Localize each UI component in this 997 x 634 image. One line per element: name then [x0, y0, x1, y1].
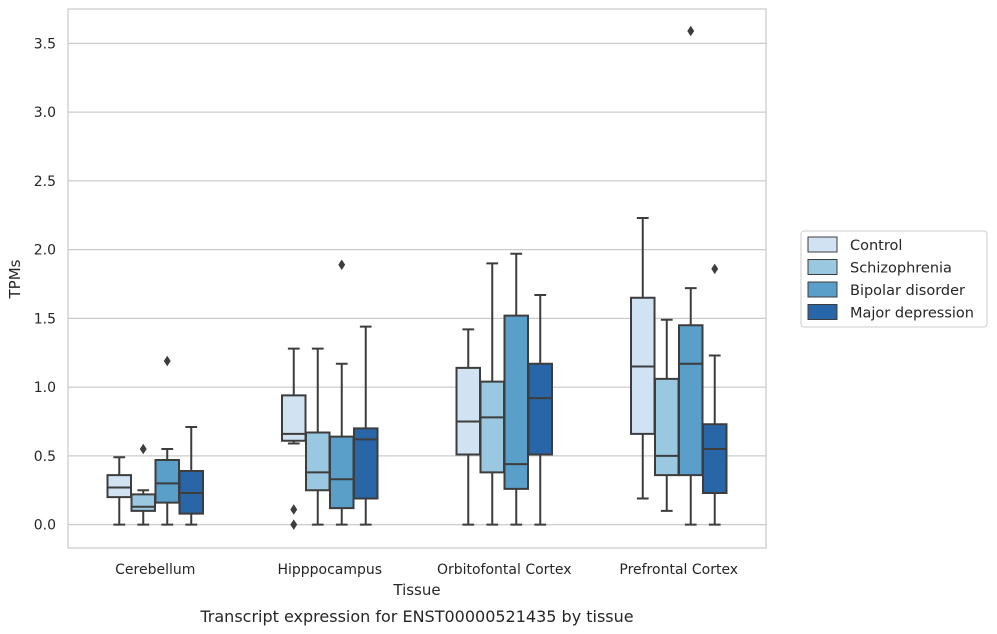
- gridlines: [68, 42, 766, 526]
- box-iqr: [281, 394, 307, 442]
- box-plot: [304, 347, 331, 526]
- outlier-point: [290, 519, 298, 530]
- legend-swatch: [807, 281, 838, 298]
- box-iqr: [455, 366, 482, 456]
- outlier-point: [139, 443, 147, 455]
- legend-frame: [800, 230, 988, 328]
- box-plot: [701, 263, 728, 526]
- y-tick-label: 1.5: [34, 311, 56, 327]
- box-plot: [178, 426, 204, 526]
- outlier-point: [687, 25, 695, 37]
- y-tick-label: 0.5: [34, 449, 56, 465]
- y-tick-label: 0.0: [34, 518, 56, 534]
- y-tick-label: 2.0: [34, 243, 56, 259]
- box-iqr: [677, 324, 704, 477]
- box-plot: [527, 294, 553, 526]
- box-iqr: [304, 431, 331, 492]
- box-iqr: [106, 474, 133, 499]
- box-iqr: [154, 459, 181, 504]
- box-plot: [677, 25, 704, 526]
- outlier-point: [290, 504, 298, 515]
- box-iqr: [653, 377, 680, 477]
- box-plot: [352, 325, 379, 526]
- box-plot: [106, 456, 133, 526]
- legend-swatch: [807, 259, 838, 275]
- box-plot: [503, 252, 530, 526]
- box-plot: [130, 443, 157, 526]
- chart-caption: Transcript expression for ENST0000052143…: [199, 607, 633, 626]
- y-tick-label: 3.5: [34, 36, 56, 52]
- x-axis-ticks: Cerebellum Hipppocampus Orbitofontal Corte…: [115, 562, 738, 578]
- y-axis-label: TPMs: [6, 259, 24, 299]
- box-iqr: [479, 380, 506, 474]
- y-tick-label: 3.0: [34, 105, 56, 121]
- box-plot: [653, 318, 680, 512]
- box-plot: [455, 328, 482, 526]
- outlier-point: [338, 259, 346, 271]
- y-tick-label: 1.0: [34, 380, 56, 396]
- plot-area-frame: [67, 8, 767, 549]
- x-axis-label: Tissue: [392, 581, 440, 599]
- x-tick-label: Prefrontal Cortex: [619, 562, 738, 578]
- box-plots: [106, 25, 728, 530]
- box-plot: [328, 259, 355, 526]
- legend-swatch: [807, 236, 838, 253]
- box-iqr: [328, 435, 355, 510]
- box-iqr: [130, 493, 157, 512]
- box-plot: [281, 347, 307, 530]
- box-iqr: [503, 314, 530, 490]
- box-iqr: [527, 362, 553, 456]
- box-plot: [630, 217, 656, 500]
- x-tick-label: Cerebellum: [115, 562, 195, 578]
- legend: Control Schizophrenia Bipolar disorder Majo…: [800, 230, 988, 328]
- outlier-point: [711, 263, 719, 275]
- box-plot: [479, 262, 506, 526]
- y-axis-ticks: 0.0 0.5 1.0 1.5 2.0 2.5 3.0 3.5: [34, 36, 56, 533]
- box-plot: [154, 355, 181, 526]
- y-tick-label: 2.5: [34, 174, 56, 190]
- x-tick-label: Hipppocampus: [277, 562, 382, 578]
- x-tick-label: Orbitofontal Cortex: [437, 562, 572, 578]
- legend-swatch: [807, 304, 838, 320]
- legend-label: Bipolar disorder: [850, 283, 965, 299]
- outlier-point: [163, 355, 171, 367]
- box-iqr: [701, 423, 728, 494]
- legend-label: Schizophrenia: [850, 261, 952, 277]
- legend-label: Major depression: [850, 306, 974, 322]
- box-iqr: [352, 427, 379, 500]
- legend-label: Control: [850, 238, 902, 254]
